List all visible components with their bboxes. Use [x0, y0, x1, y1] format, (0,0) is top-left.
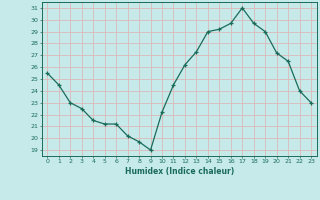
X-axis label: Humidex (Indice chaleur): Humidex (Indice chaleur): [124, 167, 234, 176]
